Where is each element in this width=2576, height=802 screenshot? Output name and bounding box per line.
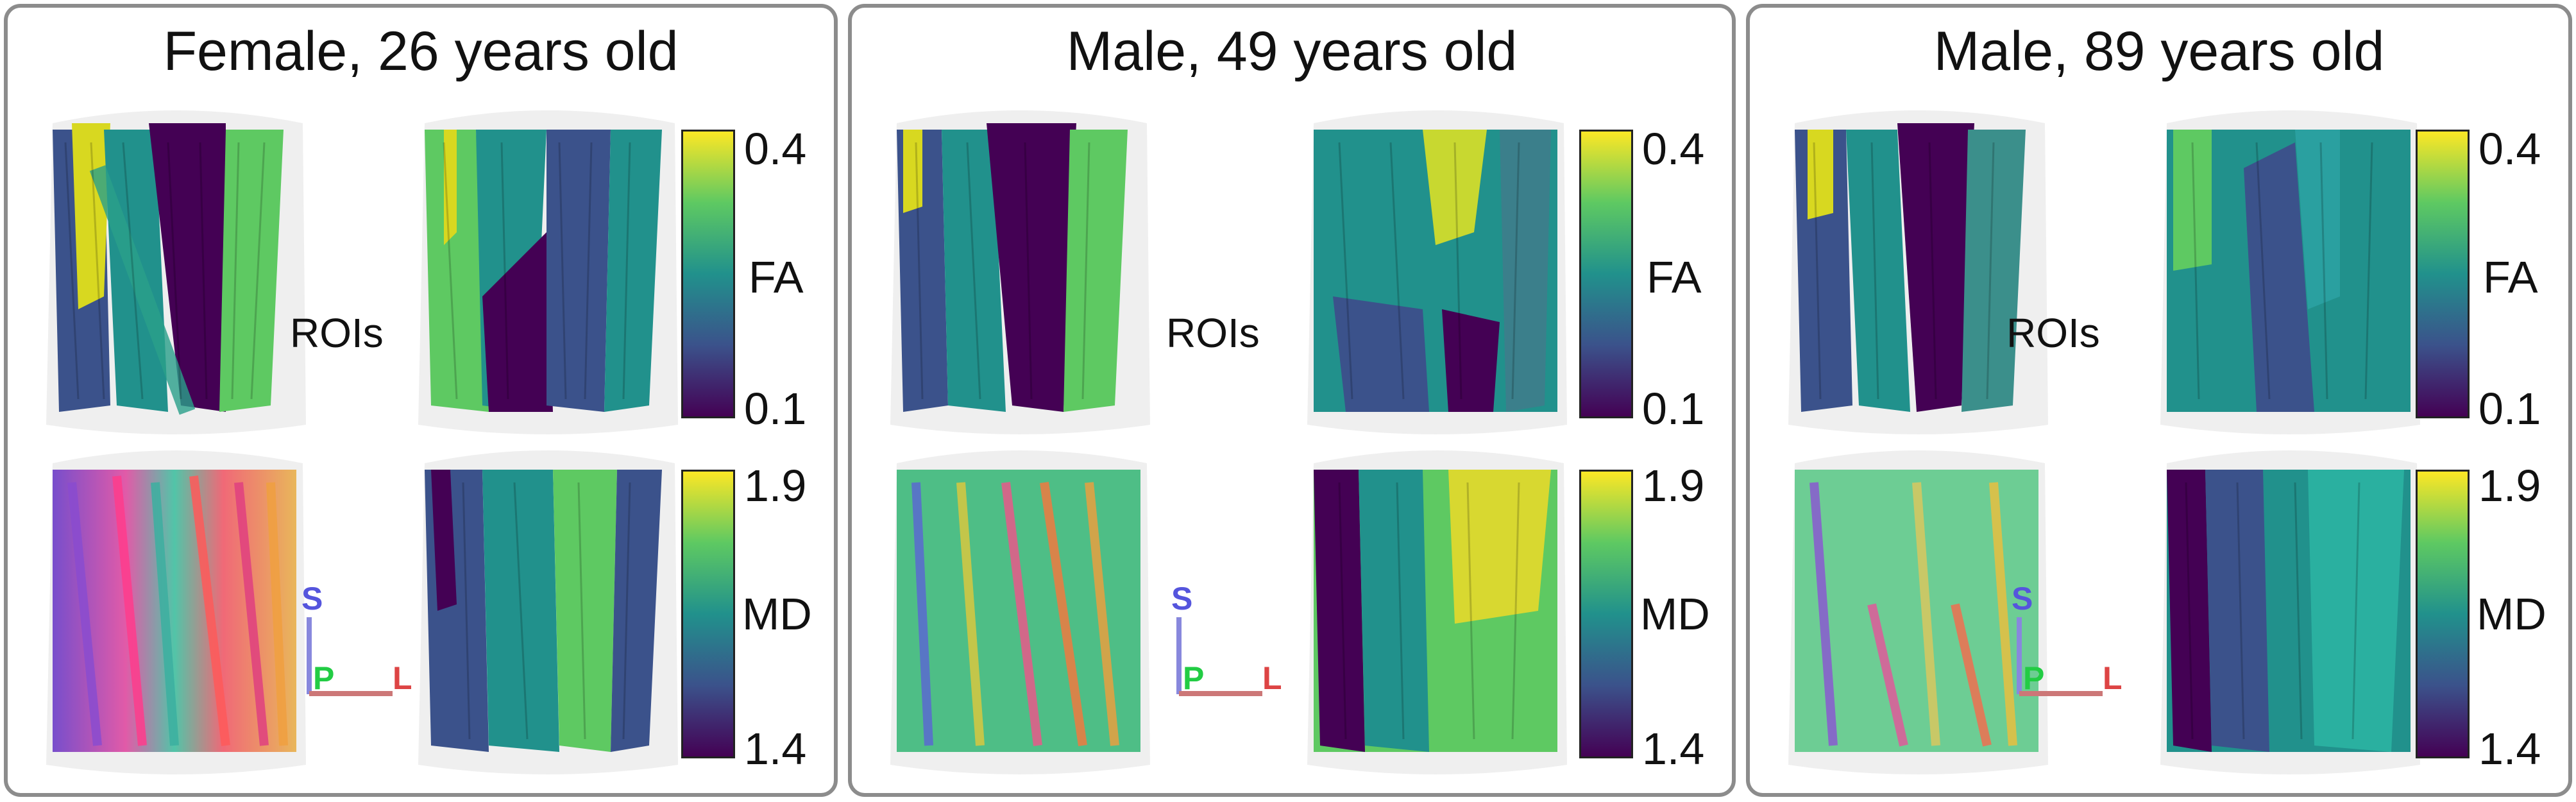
fa-colorbar bbox=[2416, 130, 2470, 418]
superior-label: S bbox=[1171, 581, 1192, 617]
rois-label: ROIs bbox=[2006, 310, 2100, 356]
rois-label: ROIs bbox=[290, 310, 384, 356]
md-fiber-rendering bbox=[2160, 450, 2420, 774]
panel-male-49: Male, 49 years old ROIs 0.4 FA 0.1 bbox=[848, 4, 1736, 797]
fa-colorbar-min: 0.1 bbox=[2479, 384, 2541, 434]
md-fiber-rendering bbox=[1307, 450, 1567, 774]
panel-female-26: Female, 26 years old ROIs 0.4 FA 0.1 bbox=[4, 4, 838, 797]
fa-colorbar-label: FA bbox=[1647, 252, 1702, 302]
fa-colorbar-max: 0.4 bbox=[1642, 124, 1705, 174]
posterior-label: P bbox=[2023, 660, 2044, 696]
fa-colorbar-label: FA bbox=[749, 252, 804, 302]
fa-colorbar bbox=[681, 130, 735, 418]
fa-fiber-rendering bbox=[2160, 110, 2420, 434]
md-colorbar-min: 1.4 bbox=[2479, 724, 2541, 774]
panel-title: Female, 26 years old bbox=[163, 21, 679, 82]
md-colorbar bbox=[681, 470, 735, 758]
md-colorbar bbox=[1579, 470, 1633, 758]
direction-colored-fiber-rendering bbox=[46, 450, 306, 774]
md-colorbar-label: MD bbox=[742, 589, 812, 639]
superior-label: S bbox=[301, 581, 323, 617]
fa-fiber-rendering-roi-view bbox=[890, 110, 1150, 434]
rois-label: ROIs bbox=[1166, 310, 1260, 356]
fa-colorbar-max: 0.4 bbox=[2479, 124, 2541, 174]
md-colorbar-label: MD bbox=[1640, 589, 1710, 639]
fa-colorbar-min: 0.1 bbox=[1642, 384, 1705, 434]
panel-title: Male, 89 years old bbox=[1933, 21, 2385, 82]
fa-colorbar-max: 0.4 bbox=[744, 124, 807, 174]
fa-colorbar-min: 0.1 bbox=[744, 384, 807, 434]
left-label: L bbox=[393, 660, 412, 696]
md-fiber-rendering bbox=[418, 450, 678, 774]
posterior-label: P bbox=[1183, 660, 1204, 696]
fa-fiber-rendering-roi-view bbox=[46, 110, 306, 434]
md-colorbar bbox=[2416, 470, 2470, 758]
fa-fiber-rendering bbox=[418, 110, 678, 434]
md-colorbar-max: 1.9 bbox=[2479, 461, 2541, 511]
panel-title: Male, 49 years old bbox=[1066, 21, 1518, 82]
md-colorbar-max: 1.9 bbox=[744, 461, 807, 511]
fa-colorbar-label: FA bbox=[2483, 252, 2538, 302]
md-colorbar-label: MD bbox=[2477, 589, 2546, 639]
left-label: L bbox=[2103, 660, 2123, 696]
fa-fiber-rendering bbox=[1307, 110, 1567, 434]
anatomical-axes: S P L bbox=[301, 581, 412, 696]
panel-male-89: Male, 89 years old ROIs 0.4 FA 0.1 bbox=[1746, 4, 2572, 797]
direction-colored-fiber-rendering bbox=[1788, 450, 2048, 774]
anatomical-axes: S P L bbox=[1171, 581, 1282, 696]
fa-colorbar bbox=[1579, 130, 1633, 418]
superior-label: S bbox=[2012, 581, 2033, 617]
left-label: L bbox=[1262, 660, 1282, 696]
md-colorbar-min: 1.4 bbox=[744, 724, 807, 774]
posterior-label: P bbox=[313, 660, 334, 696]
direction-colored-fiber-rendering bbox=[890, 450, 1150, 774]
md-colorbar-min: 1.4 bbox=[1642, 724, 1705, 774]
md-colorbar-max: 1.9 bbox=[1642, 461, 1705, 511]
fa-fiber-rendering-roi-view bbox=[1788, 110, 2048, 434]
anatomical-axes: S P L bbox=[2012, 581, 2123, 696]
